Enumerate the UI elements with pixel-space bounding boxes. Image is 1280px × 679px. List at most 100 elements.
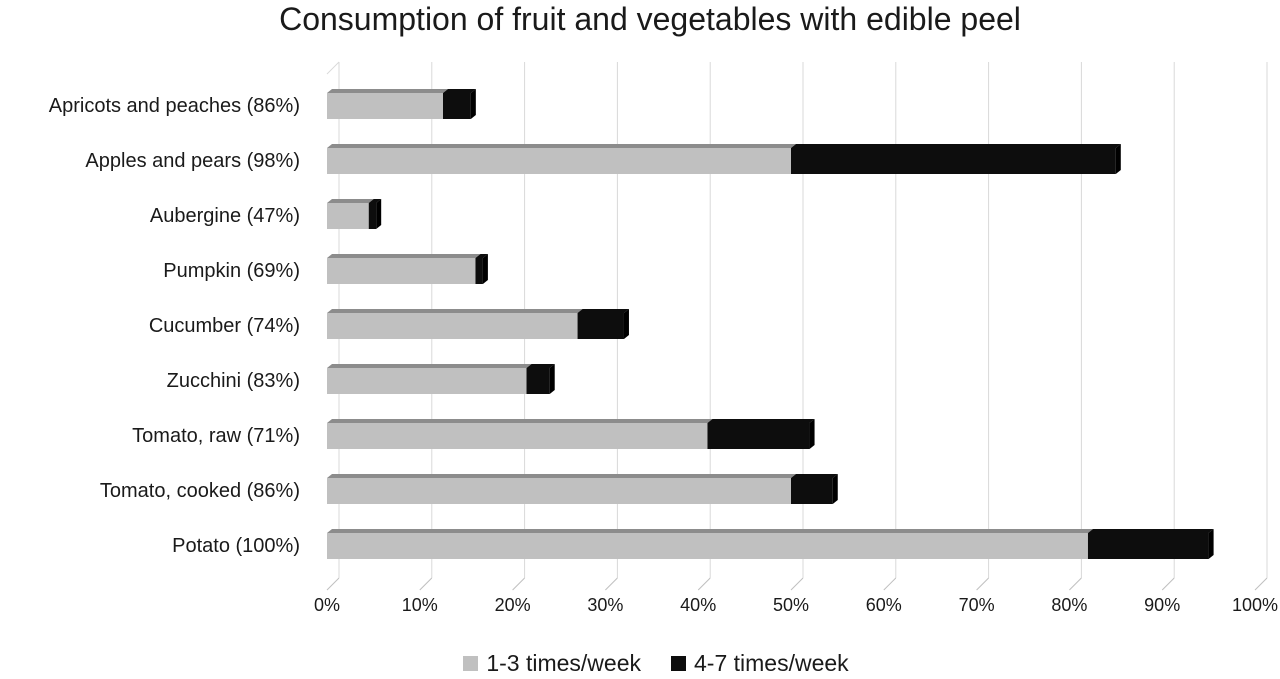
bar-segment-1-3 [327,419,713,449]
bar-face [327,313,578,339]
bar-face [327,533,1088,559]
legend-entry-series-1: 1-3 times/week [463,650,641,676]
bar-face [526,368,550,394]
bar-face [791,148,1116,174]
legend-swatch-series-2 [671,655,686,671]
bar-top [577,309,629,313]
bar-segment-1-3 [327,474,796,504]
category-label: Aubergine (47%) [150,205,300,227]
bar-segment-4-7 [577,309,629,339]
bar-segment-4-7 [791,144,1121,174]
category-label: Cucumber (74%) [149,315,300,337]
gridline-floor [790,577,804,591]
x-tick-label: 70% [959,595,995,615]
bar-segment-4-7 [707,419,815,449]
x-tick-label: 40% [680,595,716,615]
x-tick-label: 50% [773,595,809,615]
bar-end [549,364,555,394]
legend: 1-3 times/week 4-7 times/week [0,650,1280,676]
bar-face [327,203,369,229]
gridline-floor [1161,577,1175,591]
bar-segment-1-3 [327,144,796,174]
bar-face [475,258,483,284]
gridline-floor [976,577,989,591]
bar-segment-1-3 [327,364,532,394]
bar-end [1115,144,1121,174]
category-label: Pumpkin (69%) [163,260,300,282]
bar-top [526,364,555,368]
x-tick-label: 90% [1144,595,1180,615]
gridline-floor [605,577,618,591]
bar-segment-4-7 [526,364,555,394]
bar-segment-1-3 [327,199,374,229]
bar-top [1087,529,1214,533]
bar-face [327,148,791,174]
category-label: Tomato, raw (71%) [132,425,300,447]
legend-entry-series-2: 4-7 times/week [671,650,849,676]
bar-top [327,144,796,148]
category-label: Zucchini (83%) [167,370,300,392]
bar-face [327,423,708,449]
bar-end [623,309,629,339]
x-tick-label: 0% [314,595,340,615]
bar-top [707,419,815,423]
bar-top [791,474,838,478]
category-label: Tomato, cooked (86%) [100,480,300,502]
x-axis-ticks: 0% 10% 20% 30% 40% 50% 60% 70% 80% 90% 100% [314,595,1278,615]
category-label: Potato (100%) [172,535,300,557]
legend-label-series-2: 4-7 times/week [694,650,849,676]
bar-segment-1-3 [327,254,481,284]
legend-swatch-series-1 [463,655,479,671]
bar-face [327,258,476,284]
bar-face [1087,533,1209,559]
x-tick-label: 10% [402,595,438,615]
bar-segment-4-7 [475,254,488,284]
bar-end [1208,529,1214,559]
bar-face [327,93,443,119]
bar-face [443,93,471,119]
x-tick-label: 60% [866,595,902,615]
bar-segment-4-7 [791,474,838,504]
bar-top [327,529,1093,533]
x-tick-label: 100% [1232,595,1278,615]
bar-top [443,89,476,93]
bar-end [809,419,815,449]
gridline-floor [1254,577,1268,591]
bar-segment-4-7 [443,89,476,119]
bar-face [707,423,810,449]
bar-face [577,313,624,339]
gridline-corner [326,61,340,75]
category-labels: Apricots and peaches (86%) Apples and pea… [49,95,300,557]
bar-face [791,478,833,504]
bar-end [470,89,476,119]
gridline-floor [512,577,525,591]
chart-title: Consumption of fruit and vegetables with… [279,1,1021,37]
gridline-floor [326,577,340,591]
bar-segment-1-3 [327,529,1093,559]
bar-segment-4-7 [1087,529,1214,559]
gridline-floor [419,577,433,591]
bar-top [327,364,532,368]
x-tick-label: 30% [587,595,623,615]
bar-top [327,199,374,203]
bar-top [475,254,488,258]
gridline-floor [883,577,897,591]
bar-end [482,254,488,284]
bar-segment-4-7 [368,199,382,229]
bar-segment-1-3 [327,309,583,339]
category-label: Apples and pears (98%) [85,150,300,172]
legend-label-series-1: 1-3 times/week [486,650,641,676]
bar-top [368,199,382,203]
gridline-floor [1069,577,1082,591]
bar-top [327,419,713,423]
bar-top [327,254,481,258]
bar-face [327,478,791,504]
bar-end [376,199,382,229]
x-tick-label: 20% [495,595,531,615]
gridline-floor [697,577,711,591]
bar-segment-1-3 [327,89,448,119]
bar-end [832,474,838,504]
category-label: Apricots and peaches (86%) [49,95,300,117]
